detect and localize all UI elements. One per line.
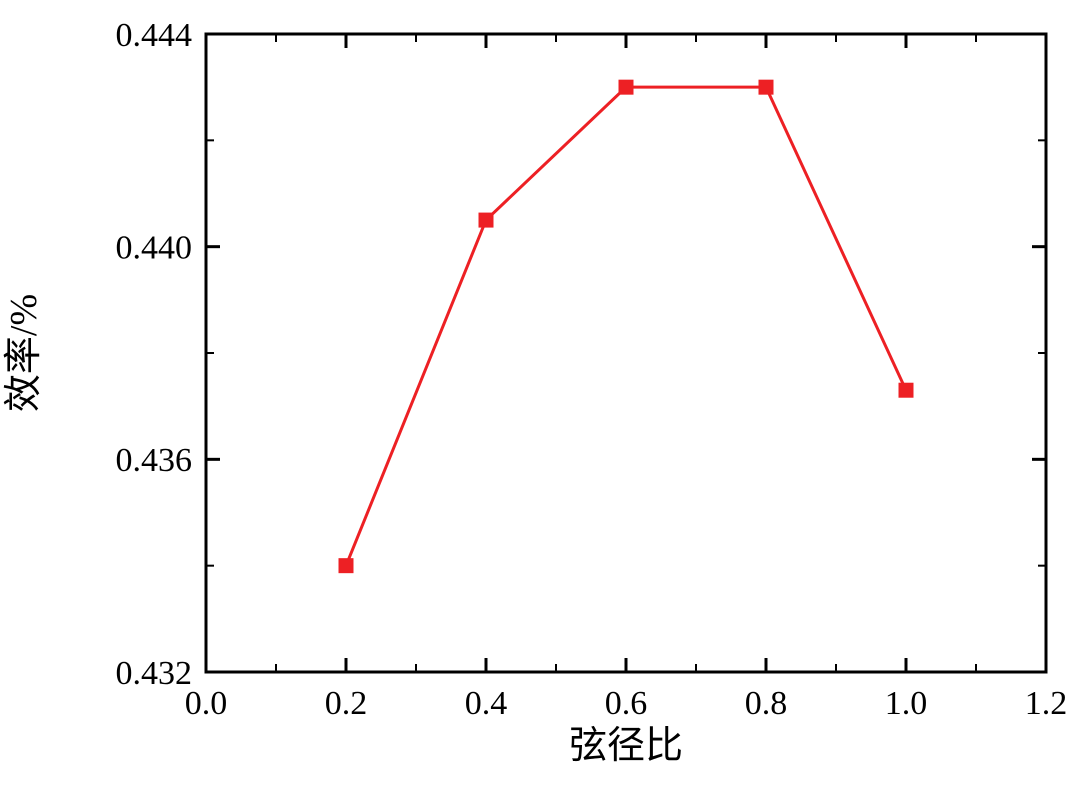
x-tick-label: 0.4 <box>465 685 508 722</box>
y-tick-label: 0.436 <box>116 442 193 479</box>
y-tick-label: 0.444 <box>116 17 193 54</box>
x-axis-label: 弦径比 <box>569 725 683 767</box>
chart-container: 0.00.20.40.60.81.01.20.4320.4360.4400.44… <box>0 0 1080 795</box>
series-marker <box>479 213 493 227</box>
series-marker <box>759 80 773 94</box>
y-tick-label: 0.440 <box>116 230 193 267</box>
series-marker <box>619 80 633 94</box>
x-tick-label: 1.0 <box>885 685 928 722</box>
y-tick-label: 0.432 <box>116 655 193 692</box>
x-tick-label: 0.6 <box>605 685 648 722</box>
series-marker <box>899 383 913 397</box>
line-chart: 0.00.20.40.60.81.01.20.4320.4360.4400.44… <box>0 0 1080 795</box>
x-tick-label: 1.2 <box>1025 685 1068 722</box>
x-tick-label: 0.8 <box>745 685 788 722</box>
series-marker <box>339 559 353 573</box>
x-tick-label: 0.2 <box>325 685 368 722</box>
y-axis-label: 效率/% <box>3 294 45 412</box>
